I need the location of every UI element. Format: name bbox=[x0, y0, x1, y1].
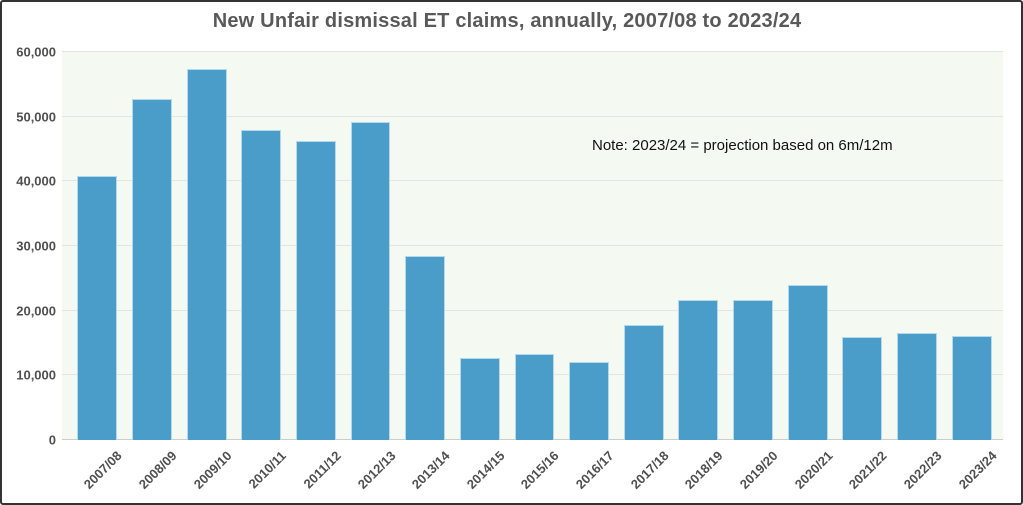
x-tick-slot: 2021/22 bbox=[835, 440, 890, 503]
bar-2020-21 bbox=[787, 285, 828, 440]
x-tick-slot: 2018/19 bbox=[671, 440, 726, 503]
bar-2017-18 bbox=[623, 324, 664, 440]
bar-slot bbox=[234, 52, 289, 440]
x-tick-label: 2023/24 bbox=[955, 448, 1000, 492]
x-tick-slot: 2017/18 bbox=[616, 440, 672, 503]
bar-slot bbox=[507, 52, 562, 440]
bar-slot bbox=[616, 52, 671, 440]
bar-2022-23 bbox=[896, 333, 937, 440]
bar-slot bbox=[70, 52, 125, 440]
y-tick-label: 50,000 bbox=[16, 109, 56, 125]
x-tick-slot: 2012/13 bbox=[343, 440, 399, 503]
plot-area: Note: 2023/24 = projection based on 6m/1… bbox=[62, 51, 1003, 440]
y-tick-label: 20,000 bbox=[16, 303, 56, 319]
x-tick-label: 2018/19 bbox=[682, 448, 726, 492]
x-tick-label: 2017/18 bbox=[627, 448, 672, 492]
x-tick-slot: 2016/17 bbox=[562, 440, 617, 503]
y-axis: 0 10,000 20,000 30,000 40,000 50,000 60,000 bbox=[2, 45, 56, 448]
x-tick-label: 2021/22 bbox=[846, 448, 890, 492]
bar-slot bbox=[452, 52, 507, 440]
y-tick-label: 40,000 bbox=[16, 173, 56, 189]
x-tick-label: 2020/21 bbox=[791, 448, 836, 492]
bar-2016-17 bbox=[569, 361, 610, 440]
bar-2011-12 bbox=[295, 140, 336, 440]
bar-2019-20 bbox=[733, 300, 773, 440]
bar-2018-19 bbox=[678, 300, 719, 440]
bar-2021-22 bbox=[842, 337, 883, 440]
bar-slot bbox=[343, 52, 398, 440]
bar-slot bbox=[289, 52, 344, 440]
bar-2015-16 bbox=[514, 354, 555, 440]
x-tick-slot: 2013/14 bbox=[398, 440, 453, 503]
y-tick-label: 0 bbox=[48, 432, 56, 448]
bar-2008-09 bbox=[132, 99, 172, 440]
x-tick-label: 2022/23 bbox=[900, 448, 945, 492]
y-tick-label: 30,000 bbox=[16, 238, 56, 254]
bar-slot bbox=[944, 52, 999, 440]
bar-2023-24 bbox=[951, 335, 992, 440]
x-tick-slot: 2010/11 bbox=[234, 440, 289, 503]
gridline bbox=[62, 51, 1003, 52]
x-tick-label: 2014/15 bbox=[463, 448, 508, 492]
x-axis: 2007/08 2008/09 2009/10 2010/11 2011/12 2012/… bbox=[62, 440, 1003, 503]
x-tick-slot: 2007/08 bbox=[70, 440, 125, 503]
x-tick-slot: 2011/12 bbox=[289, 440, 344, 503]
x-tick-label: 2007/08 bbox=[81, 448, 125, 492]
gridline bbox=[62, 245, 1003, 246]
x-tick-label: 2011/12 bbox=[300, 448, 344, 492]
bars-container bbox=[62, 52, 1003, 440]
x-tick-label: 2013/14 bbox=[408, 448, 453, 492]
bar-2013-14 bbox=[405, 255, 446, 440]
bar-slot bbox=[398, 52, 453, 440]
bar-slot bbox=[890, 52, 945, 440]
gridline bbox=[62, 309, 1003, 311]
bar-slot bbox=[835, 52, 890, 440]
x-tick-slot: 2008/09 bbox=[125, 440, 180, 503]
x-tick-slot: 2022/23 bbox=[890, 440, 945, 503]
bar-slot bbox=[179, 52, 234, 440]
gridline bbox=[62, 180, 1003, 182]
y-tick-label: 10,000 bbox=[16, 367, 56, 383]
x-tick-label: 2012/13 bbox=[354, 448, 399, 492]
x-tick-slot: 2019/20 bbox=[726, 440, 781, 503]
bar-slot bbox=[780, 52, 835, 440]
chart-title: New Unfair dismissal ET claims, annually… bbox=[212, 10, 802, 32]
x-tick-slot: 2015/16 bbox=[507, 440, 563, 503]
bar-2014-15 bbox=[459, 357, 500, 440]
chart-note-annotation: Note: 2023/24 = projection based on 6m/1… bbox=[592, 137, 893, 154]
bar-2007-08 bbox=[77, 175, 118, 440]
x-tick-label: 2015/16 bbox=[518, 448, 563, 492]
bar-slot bbox=[125, 52, 180, 440]
bar-2010-11 bbox=[241, 130, 282, 440]
x-tick-label: 2019/20 bbox=[736, 448, 781, 492]
bar-slot bbox=[671, 52, 726, 440]
x-tick-slot: 2020/21 bbox=[780, 440, 836, 503]
y-tick-label: 60,000 bbox=[16, 44, 56, 60]
bar-slot bbox=[726, 52, 781, 440]
x-tick-slot: 2014/15 bbox=[452, 440, 508, 503]
gridline bbox=[62, 115, 1003, 117]
bar-slot bbox=[562, 52, 617, 440]
x-tick-label: 2008/09 bbox=[135, 448, 180, 492]
x-tick-label: 2016/17 bbox=[572, 448, 617, 492]
x-tick-slot: 2023/24 bbox=[944, 440, 1000, 503]
bar-2009-10 bbox=[186, 68, 227, 440]
x-tick-label: 2009/10 bbox=[190, 448, 235, 492]
bar-2012-13 bbox=[350, 121, 391, 440]
x-tick-slot: 2009/10 bbox=[179, 440, 235, 503]
x-tick-label: 2010/11 bbox=[245, 448, 289, 492]
